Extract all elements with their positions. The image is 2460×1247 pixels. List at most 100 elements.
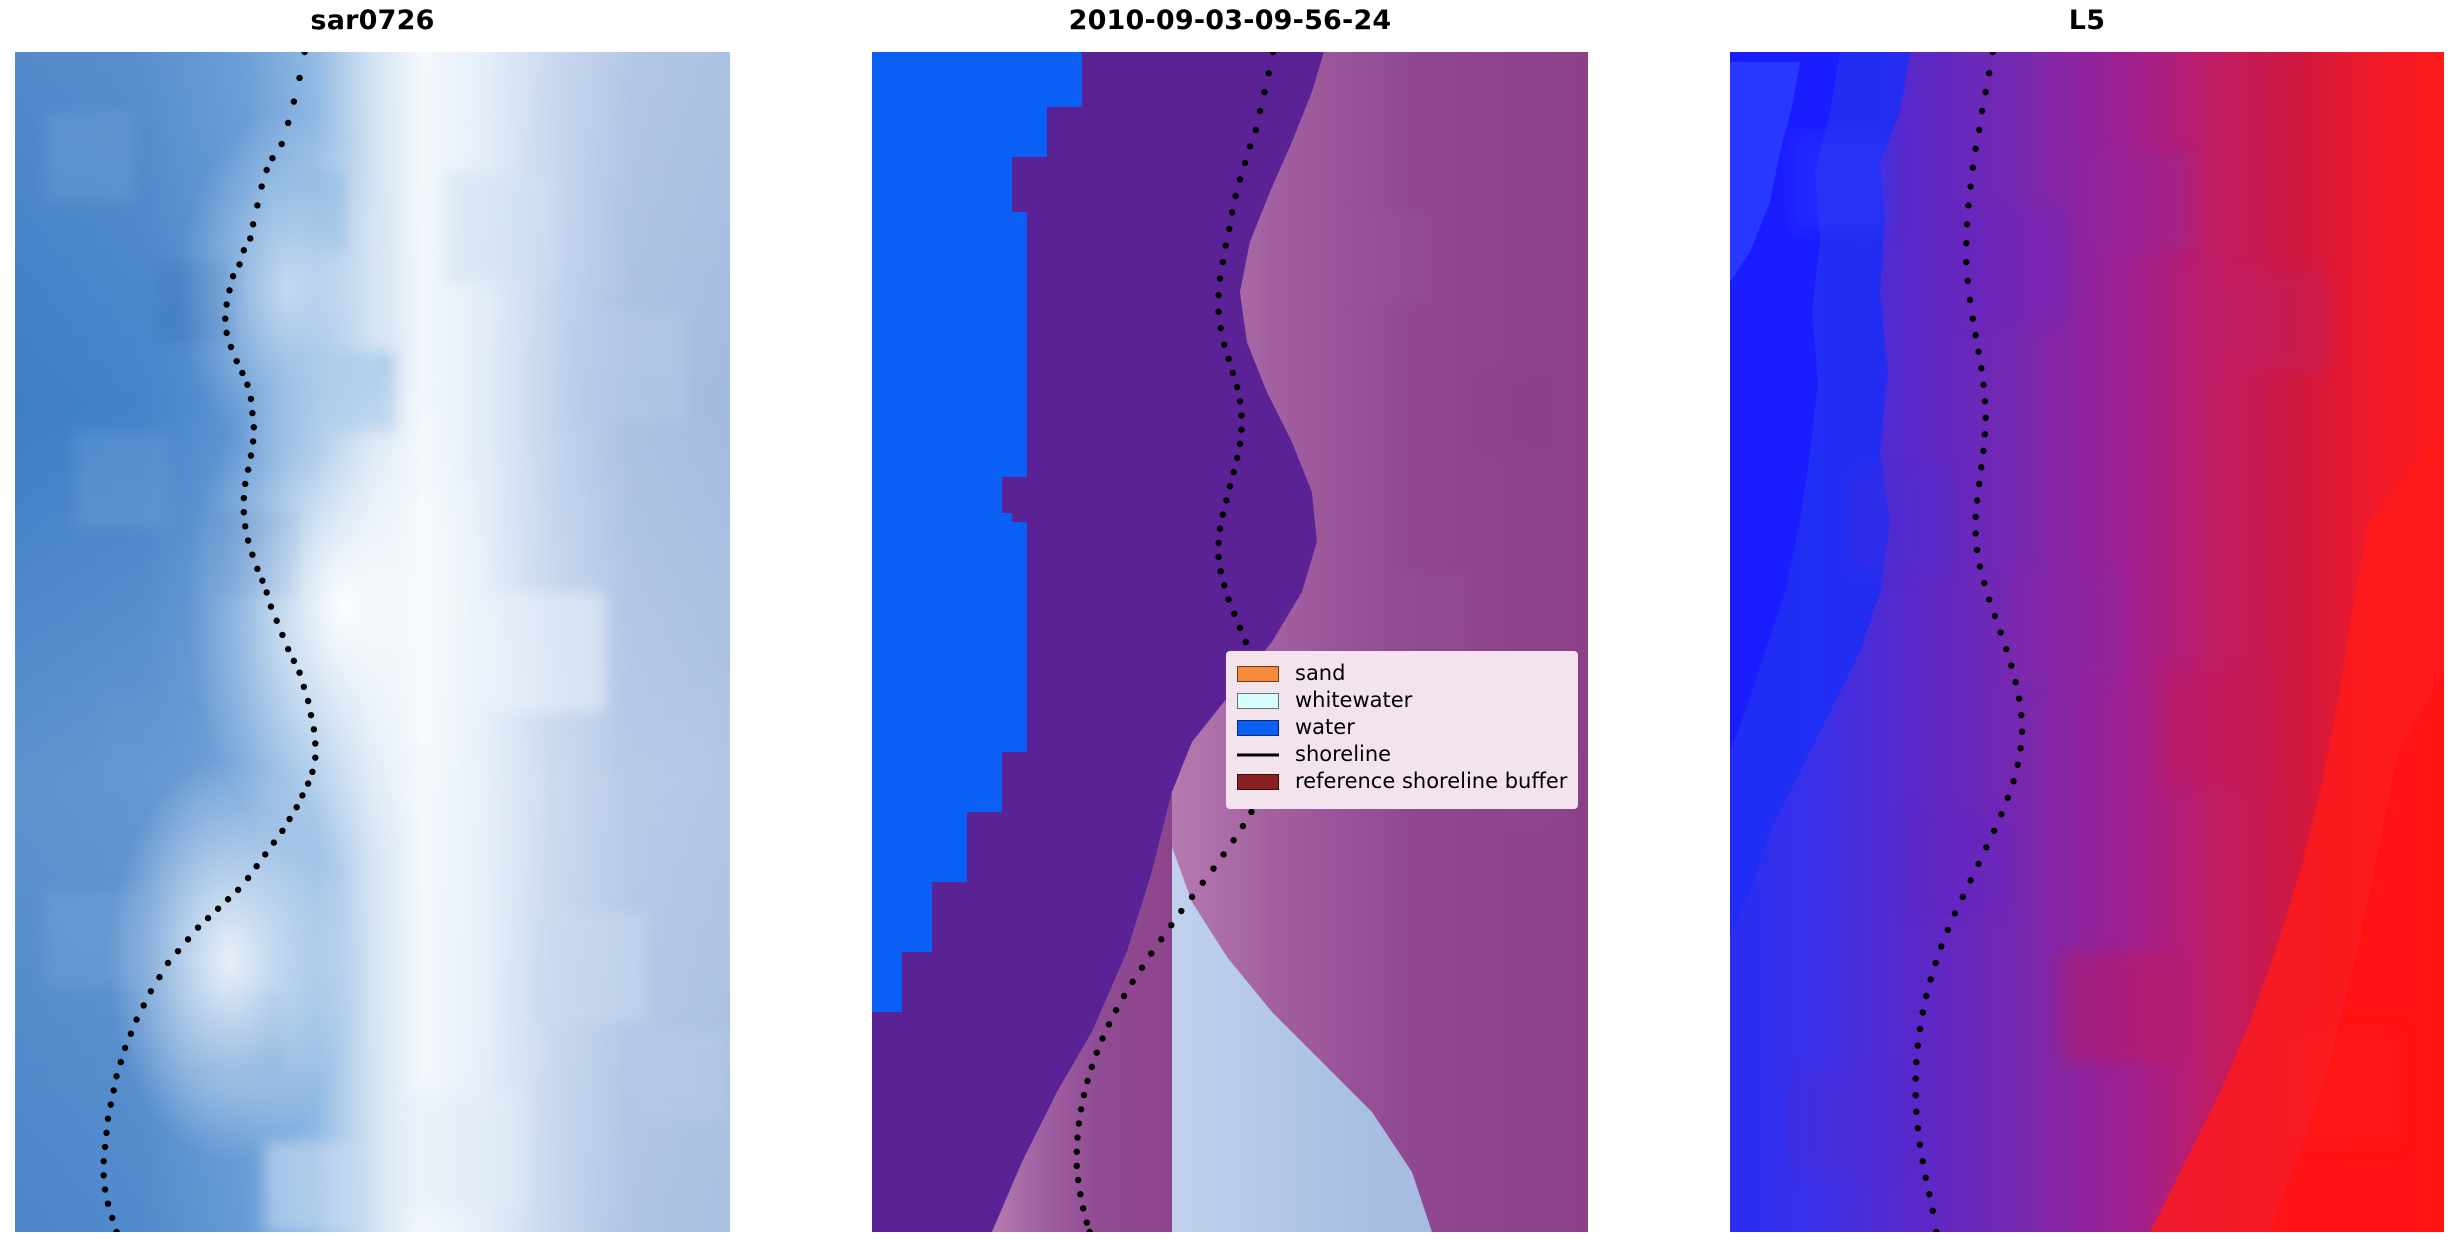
shoreline-dot [244, 537, 252, 544]
shoreline-dot [1975, 860, 1982, 868]
shoreline-dot [263, 589, 270, 596]
shoreline-dot [312, 740, 319, 747]
shoreline-dot [110, 1087, 117, 1094]
shoreline-dot [1074, 1134, 1081, 1141]
legend-item-reference-buffer[interactable]: reference shoreline buffer [1237, 768, 1567, 795]
shoreline-dot [1217, 324, 1224, 332]
shoreline-dot [1239, 822, 1247, 830]
l5-panel[interactable] [1730, 52, 2444, 1232]
shoreline-dot [263, 166, 270, 174]
shoreline-dot [2008, 662, 2015, 669]
shoreline-dot [1265, 70, 1272, 77]
legend-item-shoreline[interactable]: shoreline [1237, 741, 1567, 768]
shoreline-dot [1241, 159, 1249, 167]
shoreline-dot [249, 409, 256, 417]
shoreline-dot [290, 657, 298, 665]
shoreline-dot [2014, 761, 2021, 768]
shoreline-dot [1980, 447, 1987, 455]
shoreline-dot [1913, 1108, 1920, 1115]
shoreline-dot [1120, 992, 1128, 1000]
shoreline-dot [1073, 1162, 1080, 1170]
shoreline-dot [1981, 431, 1989, 438]
shoreline-dot [244, 466, 252, 473]
shoreline-dot [224, 896, 232, 903]
shoreline-dot [104, 1115, 112, 1122]
classified-panel[interactable]: sand whitewater water shoreline referenc… [872, 52, 1588, 1232]
shoreline-dot [240, 494, 247, 502]
panel-title-sar: sar0726 [310, 5, 435, 36]
sar-panel[interactable] [15, 52, 730, 1232]
shoreline-dot [1997, 629, 2004, 636]
shoreline-dot [1998, 811, 2005, 818]
shoreline-dot [290, 98, 298, 105]
shoreline-dot [247, 235, 254, 242]
shoreline-dot [1969, 164, 1976, 171]
shoreline-dot [1933, 1228, 1940, 1232]
legend-label-water: water [1295, 715, 1355, 739]
shoreline-dot [249, 221, 257, 228]
shoreline-dot [1980, 579, 1988, 587]
shoreline-dot [100, 1158, 107, 1165]
shoreline-dot [1229, 369, 1237, 377]
shoreline-dot [1959, 893, 1966, 901]
shoreline-dot [279, 631, 286, 639]
shoreline-dot [1077, 1106, 1085, 1113]
shoreline-dot [214, 905, 222, 912]
shoreline-dot [1223, 497, 1230, 504]
shoreline-dot [1215, 553, 1222, 561]
shoreline-dot [1978, 464, 1985, 471]
shoreline-dot [1226, 225, 1233, 233]
shoreline-dot [304, 780, 312, 787]
shoreline-dot [1975, 480, 1983, 488]
panel-title-l5: L5 [2068, 5, 2106, 36]
shoreline-dot [1236, 624, 1244, 632]
shoreline-dot [1963, 221, 1971, 228]
shoreline-dot [1965, 202, 1972, 209]
shoreline-dot [1963, 258, 1970, 266]
shoreline-dot [1086, 1228, 1093, 1232]
shoreline-dot [296, 669, 303, 676]
shoreline-dot [1978, 107, 1986, 115]
shoreline-dot [1221, 341, 1228, 348]
shoreline-dot [1225, 355, 1232, 362]
shoreline-dot [1188, 893, 1196, 901]
shoreline-dot [1989, 52, 1996, 56]
shoreline-dot [1148, 950, 1155, 957]
shoreline-dot [101, 1143, 109, 1151]
shoreline-dot [1215, 291, 1222, 299]
shoreline-dot [1225, 596, 1232, 603]
shoreline-dot [310, 726, 318, 733]
legend-label-reference-buffer: reference shoreline buffer [1295, 769, 1568, 793]
shoreline-dot [1985, 596, 1993, 603]
shoreline-dot [259, 577, 266, 584]
legend-box[interactable]: sand whitewater water shoreline referenc… [1226, 651, 1578, 809]
shoreline-dot [1230, 468, 1237, 476]
shoreline-dot [234, 886, 242, 893]
shoreline-dot [1914, 1042, 1921, 1049]
shoreline-dot [1256, 107, 1264, 115]
shoreline-dot [1222, 242, 1229, 249]
shoreline-dot [1944, 926, 1951, 934]
shoreline-dot [1232, 192, 1239, 200]
shoreline-dot [1982, 88, 1989, 96]
shoreline-dot [1973, 497, 1981, 504]
legend-item-water[interactable]: water [1237, 714, 1567, 741]
shoreline-dot [1916, 1141, 1924, 1148]
shoreline-dot [1129, 978, 1136, 986]
shoreline-dot [229, 273, 237, 280]
shoreline-dot [1980, 381, 1987, 388]
shoreline-dot [1112, 1006, 1120, 1014]
legend-item-whitewater[interactable]: whitewater [1237, 687, 1567, 714]
shoreline-dot [1246, 143, 1254, 150]
shoreline-dot [1982, 414, 1989, 421]
shoreline-dot [227, 343, 235, 351]
shoreline-dot [1919, 1158, 1926, 1165]
legend-item-sand[interactable]: sand [1237, 660, 1567, 687]
shoreline-dot [133, 1016, 140, 1023]
shoreline-dot [284, 119, 292, 127]
shoreline-dot [1216, 275, 1224, 282]
shoreline-dot [113, 1073, 120, 1080]
shoreline-dot [1916, 1025, 1924, 1033]
shoreline-dot [103, 1129, 110, 1137]
